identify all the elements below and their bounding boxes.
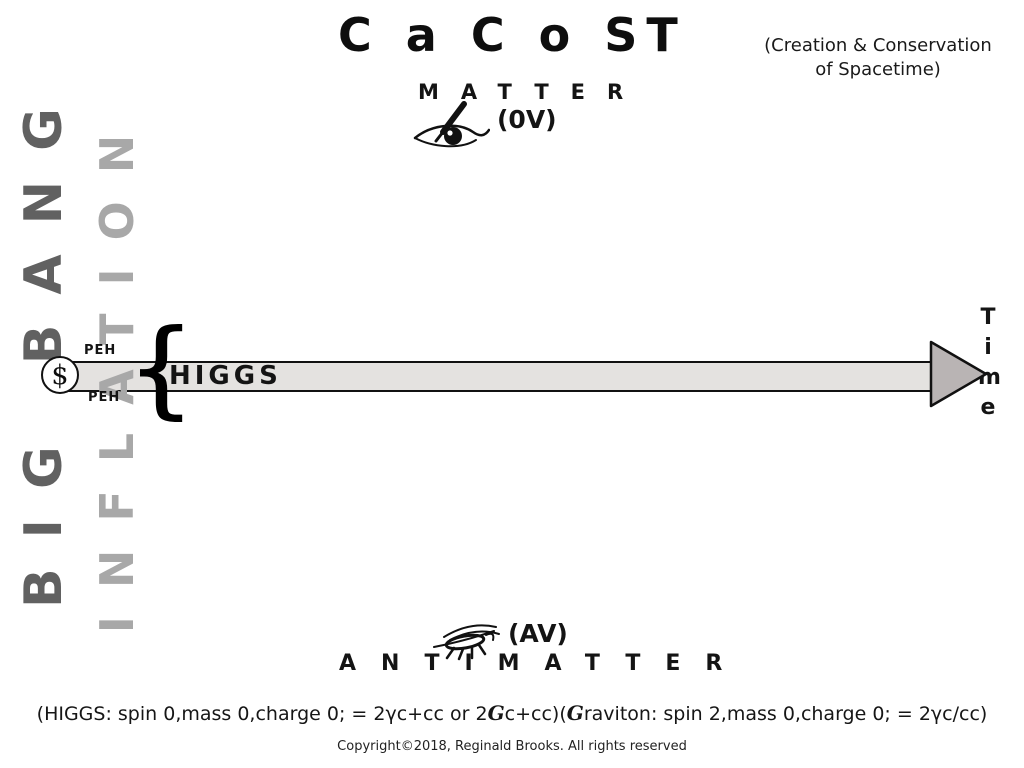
big-bang-label: BIG BANG [14, 78, 74, 608]
formula-text: c+cc)( [504, 703, 567, 725]
matter-label: MATTER [418, 80, 646, 104]
formula-text: raviton: spin 2,mass 0,charge 0; = 2γc/c… [583, 703, 988, 725]
time-axis-label: Time [978, 305, 1001, 420]
timeline-bar [60, 361, 932, 392]
page-subtitle: (Creation & Conservation of Spacetime) [733, 34, 1023, 82]
formula-text: (HIGGS: spin 0,mass 0,charge 0; = 2γc+cc… [36, 703, 488, 725]
particle-formula-line: (HIGGS: spin 0,mass 0,charge 0; = 2γc+cc… [0, 701, 1024, 725]
subtitle-line-2: of Spacetime) [815, 59, 941, 80]
subtitle-line-1: (Creation & Conservation [764, 35, 992, 56]
timeline-arrowhead-icon [929, 340, 989, 408]
copyright-line: Copyright©2018, Reginald Brooks. All rig… [337, 739, 687, 754]
peh-label-top: PEH [84, 343, 117, 358]
origin-dollar-symbol: $ [41, 356, 79, 394]
antimatter-label: ANTIMATTER [339, 651, 748, 676]
higgs-label: HIGGS [169, 361, 282, 391]
fly-doodle-icon [420, 617, 508, 662]
higgs-brace: { [127, 306, 195, 430]
page-title: C a C o ST [338, 8, 687, 62]
script-g-glyph: G [487, 701, 505, 725]
antimatter-vacuum-tag: (AV) [508, 619, 568, 648]
peh-label-bottom: PEH [88, 390, 121, 405]
eye-pen-doodle-icon [412, 101, 490, 153]
script-g-glyph: G [566, 701, 584, 725]
matter-vacuum-tag: (0V) [497, 105, 557, 134]
